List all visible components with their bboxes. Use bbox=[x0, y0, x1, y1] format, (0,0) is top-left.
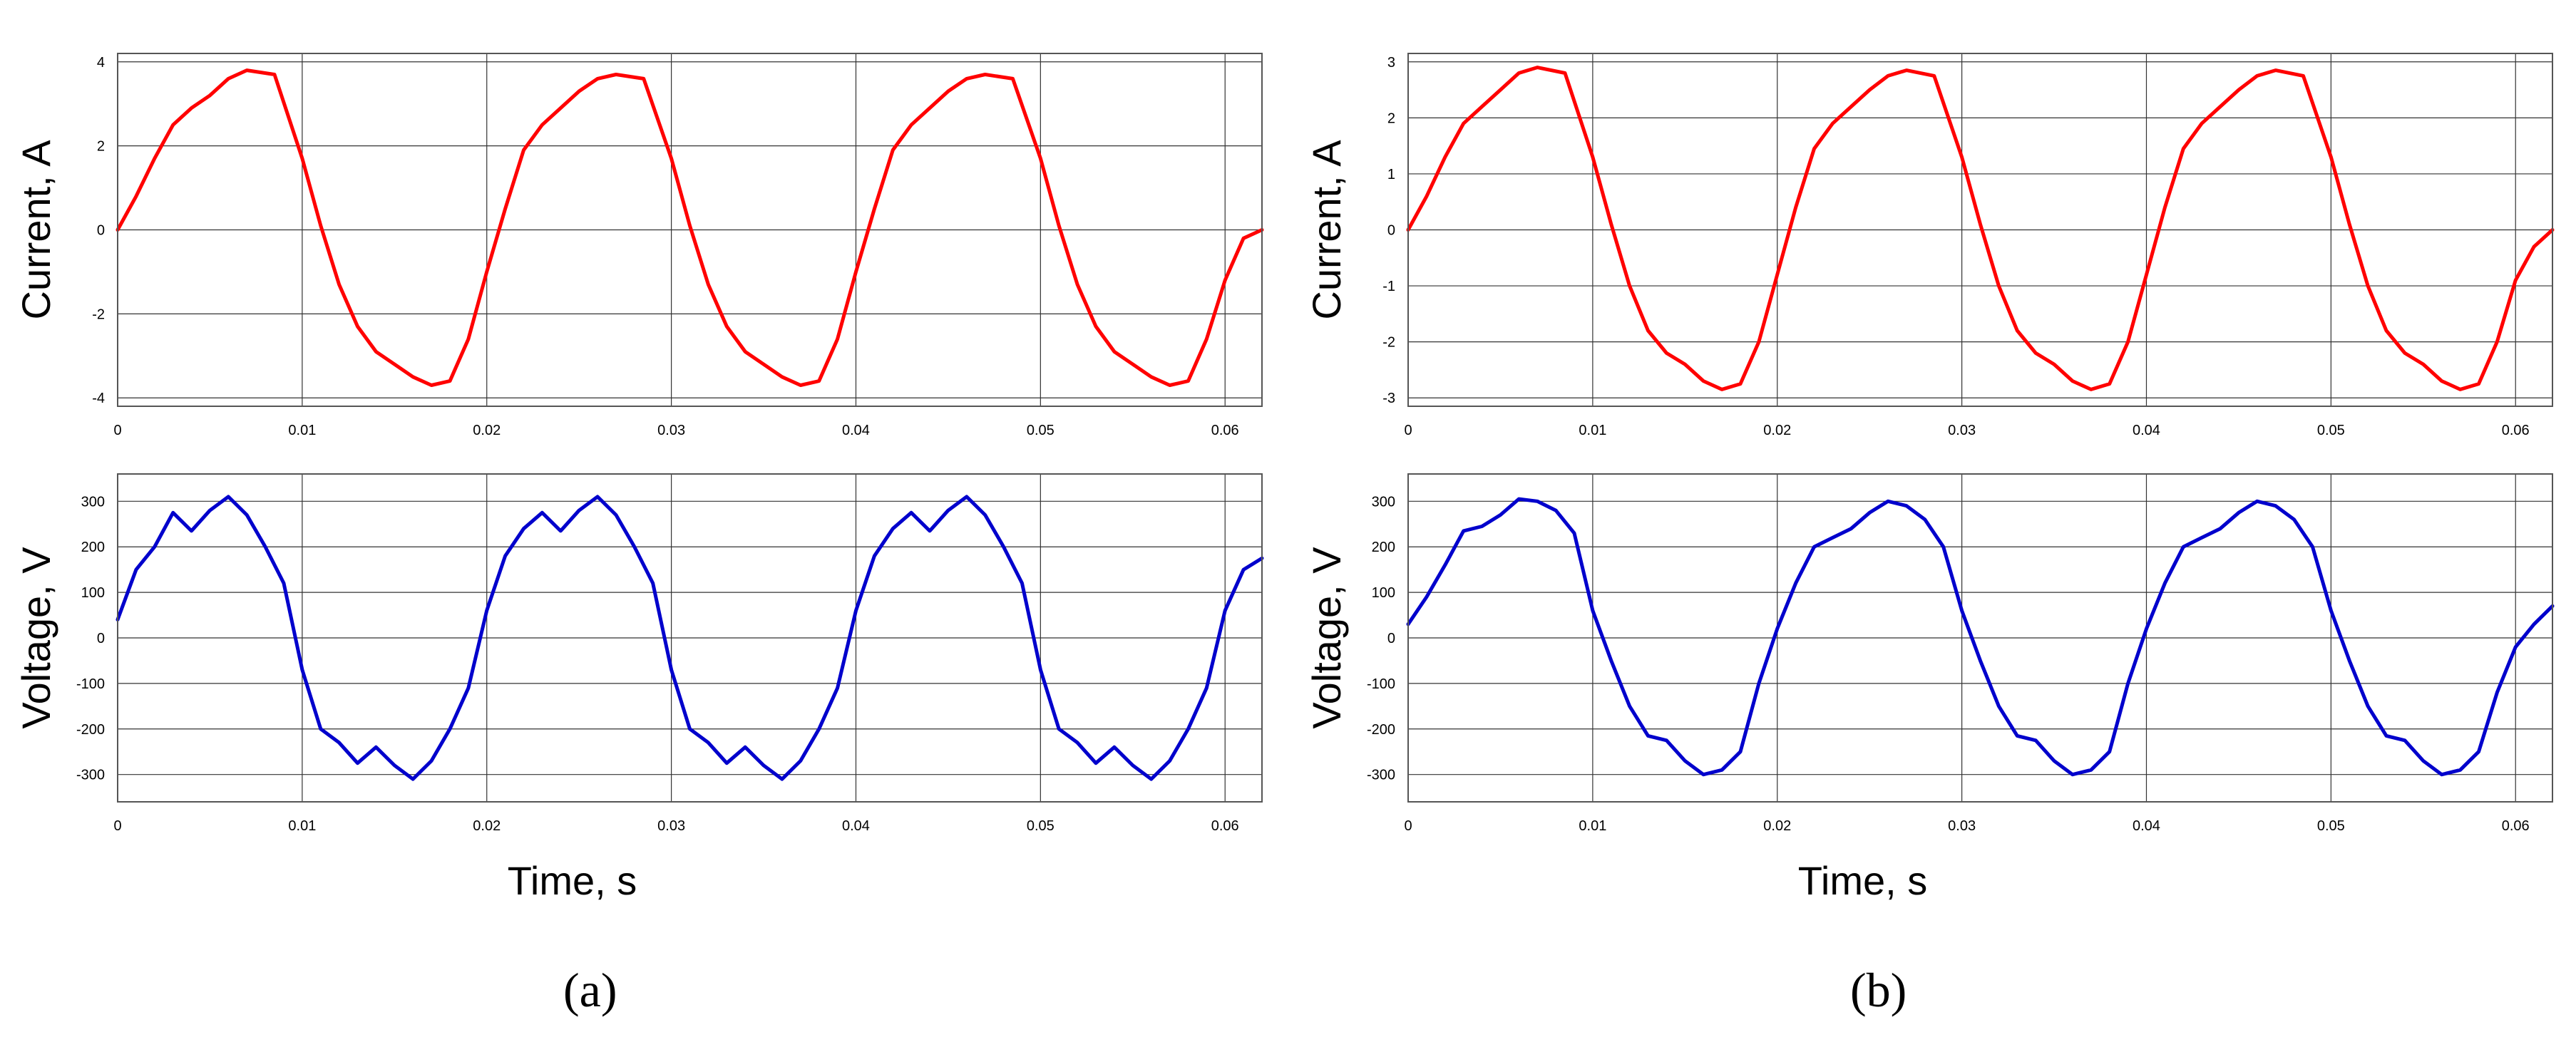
panel-b-current-y-tick-label: -3 bbox=[1382, 391, 1395, 406]
panel-b-current-y-tick-label: 1 bbox=[1387, 167, 1395, 182]
panel-b-current-x-tick-label: 0 bbox=[1404, 423, 1412, 438]
panel-b-current-x-tick-label: 0.02 bbox=[1763, 423, 1791, 438]
panel-b-voltage-y-tick-label: 0 bbox=[1387, 631, 1395, 646]
panel-a-current-x-tick-label: 0.03 bbox=[657, 423, 685, 438]
panel-a-voltage-y-tick-label: 100 bbox=[81, 585, 105, 601]
panel-a-current-y-axis-label: Current, A bbox=[14, 140, 58, 320]
panel-a-voltage-x-tick-label: 0.06 bbox=[1211, 818, 1239, 834]
panel-a-current-chart: -4 -2 0 2 4 0 0.01 0.02 0.03 0.04 0.05 0.06 Current,… bbox=[14, 53, 1264, 438]
panel-a-voltage-y-axis-label: Voltage, V bbox=[14, 547, 58, 729]
panel-b-voltage-frame bbox=[1407, 473, 2553, 803]
panel-label-a: (a) bbox=[563, 963, 617, 1017]
panel-a-current-x-tick-label: 0.06 bbox=[1211, 423, 1239, 438]
panel-a-voltage-y-tick-label: -100 bbox=[76, 676, 105, 692]
panel-b-current-y-tick-label: -2 bbox=[1382, 335, 1395, 351]
panel-b-current-x-tick-label: 0.03 bbox=[1948, 423, 1976, 438]
panel-b-current-chart: -3 -2 -1 0 1 2 3 0 0.01 0.02 0.03 0.04 0.05 0.06 Curre… bbox=[1304, 53, 2555, 438]
panel-b-voltage-y-axis-label: Voltage, V bbox=[1304, 547, 1349, 729]
panel-a-voltage-y-tick-label: 0 bbox=[97, 631, 105, 646]
panel-a-current-x-tick-label: 0.04 bbox=[842, 423, 870, 438]
panel-b-current-x-tick-label: 0.05 bbox=[2317, 423, 2345, 438]
panel-a-voltage-x-axis-label: Time, s bbox=[508, 858, 637, 903]
panel-b-voltage-x-tick-label: 0.03 bbox=[1948, 818, 1976, 834]
panel-a-voltage-frame bbox=[117, 473, 1263, 803]
panel-a-voltage-x-tick-label: 0.02 bbox=[473, 818, 501, 834]
panel-b-voltage-y-tick-label: 300 bbox=[1372, 494, 1395, 510]
panel-a-voltage-x-tick-label: 0.01 bbox=[288, 818, 316, 834]
panel-b-voltage-y-tick-label: -200 bbox=[1367, 722, 1395, 738]
panel-b-current-y-tick-label: 2 bbox=[1387, 110, 1395, 126]
panel-a-current-x-tick-label: 0.05 bbox=[1027, 423, 1054, 438]
panel-b-voltage-x-tick-label: 0 bbox=[1404, 818, 1412, 834]
panel-a-voltage-series-line bbox=[116, 495, 1264, 781]
panel-a-current-x-tick-label: 0.02 bbox=[473, 423, 501, 438]
panel-b-current-y-tick-label: -1 bbox=[1382, 279, 1395, 294]
panel-b-voltage-y-tick-label: -100 bbox=[1367, 676, 1395, 692]
panel-a-current-x-tick-label: 0.01 bbox=[288, 423, 316, 438]
panel-b-voltage-x-tick-label: 0.02 bbox=[1763, 818, 1791, 834]
panel-b-voltage-x-axis-label: Time, s bbox=[1798, 858, 1927, 903]
panel-b-current-frame bbox=[1407, 53, 2553, 407]
panel-b-current-series-line bbox=[1406, 66, 2555, 391]
panel-a-voltage-y-tick-label: -200 bbox=[76, 722, 105, 738]
panel-b-current-y-tick-label: 3 bbox=[1387, 55, 1395, 71]
panel-a-current-y-tick-label: -4 bbox=[92, 391, 105, 406]
panel-a-voltage-y-tick-label: -300 bbox=[76, 768, 105, 783]
panel-a-voltage-x-tick-label: 0.03 bbox=[657, 818, 685, 834]
panel-a-voltage-chart: -300 -200 -100 0 100 200 300 0 0.01 0.02 0.03 0.04 0… bbox=[14, 473, 1264, 903]
panel-a-current-y-tick-label: 0 bbox=[97, 223, 105, 239]
panel-a-voltage-y-tick-label: 300 bbox=[81, 494, 105, 510]
panel-b-voltage-x-tick-label: 0.06 bbox=[2502, 818, 2530, 834]
panel-b-current-x-tick-label: 0.01 bbox=[1579, 423, 1606, 438]
panel-a-voltage-x-tick-label: 0 bbox=[113, 818, 121, 834]
panel-b-voltage-x-tick-label: 0.05 bbox=[2317, 818, 2345, 834]
panel-b-voltage-x-tick-label: 0.01 bbox=[1579, 818, 1606, 834]
panel-a-voltage-y-tick-label: 200 bbox=[81, 540, 105, 555]
panel-a-current-series-line bbox=[116, 68, 1264, 387]
panel-a-voltage-x-tick-label: 0.05 bbox=[1027, 818, 1054, 834]
panel-b-current-y-tick-label: 0 bbox=[1387, 223, 1395, 239]
panel-b-voltage-x-tick-label: 0.04 bbox=[2133, 818, 2160, 834]
panel-b-voltage-y-tick-label: 200 bbox=[1372, 540, 1395, 555]
panel-a-voltage-x-tick-label: 0.04 bbox=[842, 818, 870, 834]
panel-a-current-y-tick-label: 2 bbox=[97, 139, 105, 155]
panel-label-b: (b) bbox=[1850, 963, 1907, 1017]
panel-b-voltage-y-tick-label: 100 bbox=[1372, 585, 1395, 601]
panel-b-current-y-axis-label: Current, A bbox=[1304, 140, 1349, 320]
panel-b-voltage-chart: -300 -200 -100 0 100 200 300 0 0.01 0.02 0.03 0.04 0… bbox=[1304, 473, 2555, 903]
panel-b-current-x-tick-label: 0.06 bbox=[2502, 423, 2530, 438]
panel-a-current-y-tick-label: 4 bbox=[97, 55, 105, 71]
panel-b-voltage-series-line bbox=[1406, 497, 2555, 777]
panel-b-current-x-tick-label: 0.04 bbox=[2133, 423, 2160, 438]
panel-a-current-y-tick-label: -2 bbox=[92, 306, 105, 322]
panel-a-current-x-tick-label: 0 bbox=[113, 423, 121, 438]
panel-b-voltage-y-tick-label: -300 bbox=[1367, 768, 1395, 783]
panel-a-current-frame bbox=[117, 53, 1263, 407]
